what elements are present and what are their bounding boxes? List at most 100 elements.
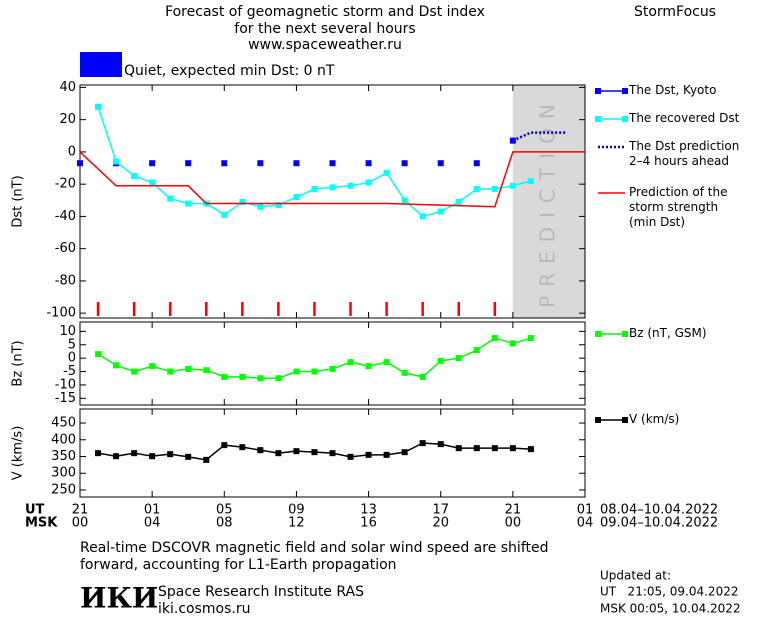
plot-frame <box>79 408 586 498</box>
x-tick-label-ut: 21 <box>505 503 522 518</box>
legend-label: The Dst prediction 2–4 hours ahead <box>629 139 740 168</box>
title: for the next several hours <box>234 21 415 37</box>
point <box>77 160 83 167</box>
y-tick-label: -10 <box>55 377 76 392</box>
x-tick-label-msk: 12 <box>288 516 305 531</box>
point <box>347 453 354 460</box>
x-tick-label-ut: 13 <box>360 503 377 518</box>
point <box>401 369 408 376</box>
y-tick-label: -40 <box>55 209 76 224</box>
point <box>131 173 138 180</box>
point <box>221 373 228 380</box>
point <box>95 351 102 358</box>
point <box>437 160 444 167</box>
point <box>221 442 228 449</box>
point <box>527 177 534 184</box>
point <box>131 368 138 375</box>
point <box>203 456 210 463</box>
point <box>347 359 354 366</box>
ut-label: UT <box>25 503 45 518</box>
legend-marker <box>595 116 601 122</box>
legend-label: The recovered Dst <box>629 111 740 125</box>
point <box>113 362 120 369</box>
point <box>257 160 264 167</box>
x-tick-label-msk: 04 <box>144 516 161 531</box>
point <box>311 368 318 375</box>
y-tick-label: -100 <box>46 306 76 321</box>
y-tick-label: 10 <box>59 324 76 339</box>
y-tick-label: -5 <box>63 364 76 379</box>
point <box>491 335 498 342</box>
point <box>509 182 516 189</box>
brand: StormFocus <box>634 4 716 20</box>
point <box>221 211 228 218</box>
point <box>95 103 102 110</box>
point <box>167 195 174 202</box>
point <box>383 451 390 458</box>
point <box>311 186 318 193</box>
legend-marker <box>622 88 628 94</box>
plot-frame <box>79 84 586 319</box>
logo: ИКИ <box>80 582 158 615</box>
prediction-band <box>512 85 585 318</box>
plot-frame <box>79 321 586 406</box>
x-tick-label-ut: 17 <box>432 503 449 518</box>
y-tick-label: 5 <box>68 337 76 352</box>
x-tick-label-ut: 01 <box>577 503 594 518</box>
status-text: Quiet, expected min Dst: 0 nT <box>124 63 335 79</box>
point <box>275 450 282 457</box>
point <box>293 448 300 455</box>
y-tick-label: 20 <box>59 112 76 127</box>
point <box>329 184 336 191</box>
point <box>383 169 390 176</box>
point <box>527 446 534 453</box>
x-tick-label-msk: 00 <box>72 516 89 531</box>
point <box>365 179 372 186</box>
point <box>437 208 444 215</box>
point <box>239 444 246 451</box>
point <box>473 160 480 167</box>
point <box>365 451 372 458</box>
point <box>149 160 156 167</box>
point <box>221 160 228 167</box>
legend-marker <box>595 331 601 337</box>
point <box>293 160 300 167</box>
point <box>203 367 210 374</box>
y-axis-label: V (km/s) <box>11 426 26 481</box>
y-tick-label: -80 <box>55 273 76 288</box>
point <box>113 158 120 165</box>
point <box>275 202 282 209</box>
point <box>311 449 318 456</box>
series-line <box>97 106 532 218</box>
institute: Space Research Institute RAS <box>158 584 364 600</box>
x-tick-label-ut: 09 <box>288 503 305 518</box>
point <box>275 375 282 382</box>
point <box>347 182 354 189</box>
point <box>149 453 156 460</box>
x-tick-label-ut: 21 <box>72 503 89 518</box>
msk-range: 09.04–10.04.2022 <box>600 516 718 531</box>
point <box>473 347 480 354</box>
point <box>419 373 426 380</box>
y-tick-label: 40 <box>59 80 76 95</box>
status-box <box>80 52 122 77</box>
point <box>293 368 300 375</box>
y-tick-label: 450 <box>51 416 76 431</box>
legend-label: Bz (nT, GSM) <box>629 326 707 340</box>
point <box>401 197 408 204</box>
x-tick-label-msk: 20 <box>432 516 449 531</box>
y-tick-label: -60 <box>55 241 76 256</box>
point <box>149 363 156 370</box>
y-tick-label: 250 <box>51 482 76 497</box>
legend-marker <box>622 417 628 423</box>
legend-marker <box>595 88 601 94</box>
legend-marker <box>622 331 628 337</box>
point <box>455 355 462 362</box>
x-tick-label-ut: 05 <box>216 503 233 518</box>
y-axis-label: Dst (nT) <box>11 175 26 227</box>
point <box>113 453 120 460</box>
ut-range: 08.04–10.04.2022 <box>600 503 718 518</box>
point <box>419 440 426 447</box>
